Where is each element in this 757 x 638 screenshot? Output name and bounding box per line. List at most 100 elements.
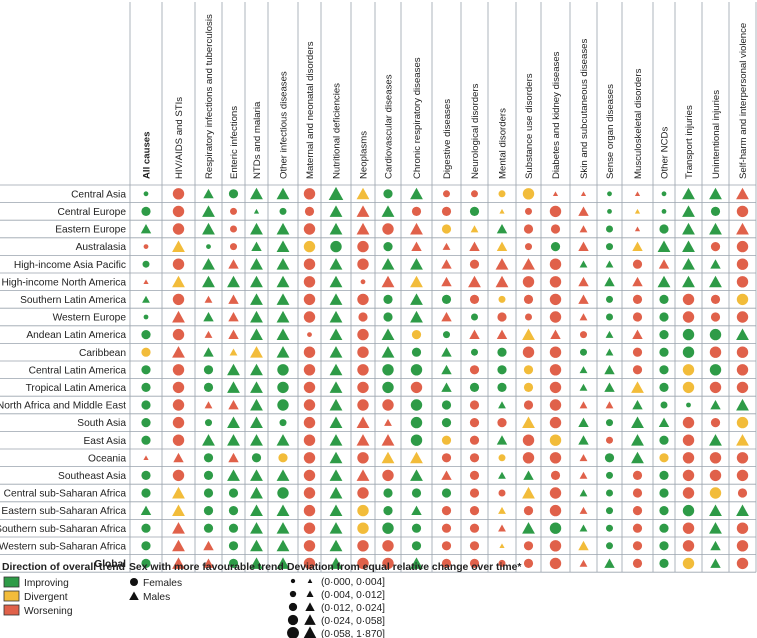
cell-marker-triangle [579, 260, 588, 268]
cell-marker-circle [277, 364, 289, 376]
cell-marker-triangle [441, 347, 452, 357]
cell-marker-triangle [710, 540, 721, 551]
cell-marker-triangle [605, 401, 614, 409]
row-label: North Africa and Middle East [0, 401, 126, 412]
column-header: Other infectious diseases [279, 71, 290, 179]
cell-marker-circle [549, 205, 562, 218]
cell-marker-circle [172, 416, 185, 429]
cell-marker-triangle [381, 275, 395, 288]
cell-marker-circle [141, 418, 151, 428]
cell-marker-circle [549, 364, 562, 376]
cell-marker-circle [303, 416, 316, 429]
cell-marker-triangle [604, 558, 615, 568]
cell-marker-triangle [579, 366, 588, 374]
cell-marker-circle [682, 328, 695, 341]
cell-marker-circle [441, 488, 452, 498]
cell-marker-triangle [329, 222, 343, 235]
cell-marker-circle [411, 347, 422, 357]
cell-marker-circle [172, 258, 185, 270]
cell-marker-circle [580, 331, 587, 339]
cell-marker-circle [736, 381, 749, 394]
cell-marker-circle [660, 401, 668, 409]
cell-marker-circle [606, 542, 613, 550]
cell-marker-circle [682, 487, 695, 499]
cell-marker-circle [607, 209, 612, 214]
cell-marker-circle [736, 416, 749, 429]
cell-marker-circle [303, 557, 316, 570]
cell-marker-circle [303, 346, 316, 358]
cell-marker-circle [549, 522, 562, 534]
cell-marker-triangle [276, 187, 290, 200]
cell-marker-circle [709, 487, 722, 499]
cell-marker-triangle [499, 208, 505, 214]
cell-marker-triangle [410, 557, 423, 569]
cell-marker-circle [549, 557, 562, 570]
cell-marker-circle [606, 436, 613, 444]
cell-marker-circle [357, 240, 369, 253]
cell-marker-circle [203, 365, 214, 375]
cell-marker-circle [469, 294, 480, 304]
cell-marker-circle [497, 382, 507, 392]
cell-marker-triangle [253, 208, 260, 214]
cell-marker-circle [659, 347, 669, 357]
cell-marker-circle [632, 470, 643, 480]
cell-marker-triangle [605, 348, 614, 356]
cell-marker-circle [228, 558, 239, 569]
cell-marker-circle [606, 243, 613, 251]
cell-marker-circle [682, 557, 695, 570]
cell-marker-circle [410, 434, 423, 446]
cell-marker-circle [710, 294, 721, 304]
cell-marker-triangle [579, 559, 588, 567]
cell-marker-triangle [578, 540, 589, 551]
cell-marker-circle [682, 293, 695, 306]
column-header: Musculoskeletal disorders [633, 68, 644, 179]
cell-marker-circle [303, 240, 316, 253]
cell-marker-circle [203, 506, 214, 516]
cell-marker-triangle [276, 504, 290, 517]
cell-marker-circle [659, 382, 669, 392]
cell-marker-circle [682, 452, 695, 464]
cell-marker-circle [357, 540, 369, 552]
legend-size-triangle-icon [306, 590, 314, 597]
cell-marker-triangle [250, 469, 263, 481]
row-label: East Asia [84, 436, 127, 447]
cell-marker-triangle [143, 455, 149, 461]
cell-marker-circle [523, 382, 534, 392]
cell-marker-circle [203, 453, 214, 463]
cell-marker-triangle [276, 539, 290, 552]
cell-marker-circle [736, 258, 749, 270]
cell-marker-triangle [441, 312, 452, 322]
cell-marker-triangle [441, 276, 452, 287]
cell-marker-circle [303, 452, 316, 464]
cell-marker-triangle [468, 275, 481, 288]
cell-marker-circle [357, 452, 369, 464]
cell-marker-circle [303, 311, 316, 323]
cell-marker-circle [659, 453, 669, 463]
cell-marker-circle [549, 540, 562, 552]
cell-marker-triangle [250, 363, 263, 376]
cell-marker-triangle [172, 275, 185, 288]
cell-marker-circle [357, 346, 369, 358]
cell-marker-circle [709, 364, 722, 376]
cell-marker-circle [549, 258, 562, 270]
cell-marker-triangle [604, 382, 615, 392]
cell-marker-triangle [329, 486, 343, 499]
cell-marker-circle [141, 330, 151, 340]
cell-marker-circle [303, 293, 316, 306]
cell-marker-triangle [250, 486, 263, 499]
cell-marker-triangle [384, 418, 392, 426]
cell-marker-triangle [250, 222, 263, 235]
cell-marker-circle [410, 399, 423, 411]
cell-marker-circle [228, 506, 239, 516]
cell-marker-circle [523, 506, 534, 516]
cell-marker-triangle [496, 329, 508, 340]
cell-marker-circle [441, 224, 452, 234]
legend-sex-label: Males [143, 592, 170, 603]
cell-marker-circle [497, 312, 507, 322]
cell-marker-circle [357, 328, 369, 341]
cell-marker-triangle [578, 435, 589, 445]
cell-marker-triangle [172, 486, 185, 499]
row-label: Central sub-Saharan Africa [4, 489, 127, 500]
cell-marker-circle [141, 400, 151, 410]
row-label: High-income North America [1, 277, 126, 288]
